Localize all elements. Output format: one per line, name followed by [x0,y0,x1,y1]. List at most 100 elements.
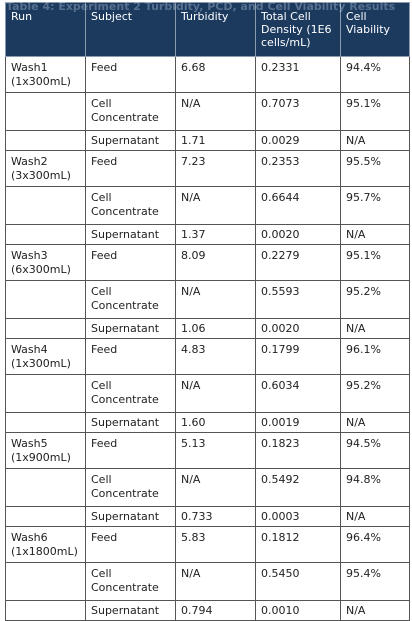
viability-cell: N/A [340,600,410,621]
turbidity-cell: 5.83 [175,526,256,563]
table-body: Wash1 (1x300mL) Feed 6.68 0.2331 94.4% Cell C… [5,56,410,621]
cell-density-cell: 0.2279 [255,244,341,281]
table-row: Supernatant 1.06 0.0020 N/A [5,318,410,339]
cell-density-cell: 0.6034 [255,374,341,413]
viability-cell: 96.4% [340,526,410,563]
run-cell [5,412,86,433]
turbidity-cell: 0.794 [175,600,256,621]
run-cell [5,186,86,225]
subject-cell: Feed [85,244,176,281]
header-row: Run Subject Turbidity Total Cell Density (1… [5,2,410,57]
run-cell: Wash3 (6x300mL) [5,244,86,281]
table-row: Wash6 (1x1800mL) Feed 5.83 0.1812 96.4% [5,526,410,563]
turbidity-cell: 8.09 [175,244,256,281]
table-row: Supernatant 1.60 0.0019 N/A [5,412,410,433]
viability-cell: 95.4% [340,562,410,601]
cell-density-cell: 0.0019 [255,412,341,433]
subject-cell: Supernatant [85,600,176,621]
subject-cell: Cell Concentrate [85,374,176,413]
table-row: Wash5 (1x900mL) Feed 5.13 0.1823 94.5% [5,432,410,469]
run-cell [5,374,86,413]
table-row: Cell Concentrate N/A 0.7073 95.1% [5,92,410,131]
run-cell [5,318,86,339]
cell-density-cell: 0.1823 [255,432,341,469]
subject-cell: Cell Concentrate [85,562,176,601]
turbidity-cell: N/A [175,186,256,225]
results-table: Run Subject Turbidity Total Cell Density (1… [5,2,410,621]
subject-cell: Feed [85,150,176,187]
turbidity-cell: 1.71 [175,130,256,151]
viability-cell: 94.5% [340,432,410,469]
cell-density-cell: 0.5450 [255,562,341,601]
turbidity-cell: N/A [175,562,256,601]
table-row: Wash3 (6x300mL) Feed 8.09 0.2279 95.1% [5,244,410,281]
subject-cell: Supernatant [85,506,176,527]
run-cell [5,224,86,245]
turbidity-cell: 1.37 [175,224,256,245]
turbidity-cell: 0.733 [175,506,256,527]
viability-cell: 95.2% [340,280,410,319]
turbidity-cell: 1.60 [175,412,256,433]
table-row: Supernatant 1.37 0.0020 N/A [5,224,410,245]
table-row: Wash1 (1x300mL) Feed 6.68 0.2331 94.4% [5,56,410,93]
viability-cell: 95.7% [340,186,410,225]
subject-cell: Cell Concentrate [85,186,176,225]
viability-cell: N/A [340,506,410,527]
viability-cell: 94.4% [340,56,410,93]
turbidity-cell: 5.13 [175,432,256,469]
viability-cell: 94.8% [340,468,410,507]
table-row: Cell Concentrate N/A 0.6644 95.7% [5,186,410,225]
run-cell: Wash4 (1x300mL) [5,338,86,375]
viability-cell: 95.1% [340,92,410,131]
run-cell [5,562,86,601]
turbidity-cell: N/A [175,468,256,507]
run-cell: Wash5 (1x900mL) [5,432,86,469]
cell-density-cell: 0.2353 [255,150,341,187]
subject-cell: Cell Concentrate [85,280,176,319]
turbidity-cell: N/A [175,374,256,413]
turbidity-cell: 7.23 [175,150,256,187]
cell-density-cell: 0.2331 [255,56,341,93]
subject-cell: Supernatant [85,318,176,339]
run-cell: Wash2 (3x300mL) [5,150,86,187]
table-row: Supernatant 0.794 0.0010 N/A [5,600,410,621]
run-cell [5,92,86,131]
turbidity-cell: 4.83 [175,338,256,375]
viability-cell: N/A [340,224,410,245]
run-cell [5,468,86,507]
run-cell [5,130,86,151]
turbidity-cell: N/A [175,280,256,319]
column-header: Run [5,2,86,57]
table-row: Cell Concentrate N/A 0.5593 95.2% [5,280,410,319]
table-row: Cell Concentrate N/A 0.6034 95.2% [5,374,410,413]
viability-cell: 95.5% [340,150,410,187]
cell-density-cell: 0.0010 [255,600,341,621]
cell-density-cell: 0.1812 [255,526,341,563]
run-cell: Wash1 (1x300mL) [5,56,86,93]
table-title: Table 4: Experiment 2 Turbidity, PCD, an… [6,0,396,13]
cell-density-cell: 0.0029 [255,130,341,151]
viability-cell: 95.2% [340,374,410,413]
turbidity-cell: 1.06 [175,318,256,339]
cell-density-cell: 0.6644 [255,186,341,225]
cell-density-cell: 0.5492 [255,468,341,507]
column-header: Total Cell Density (1E6 cells/mL) [255,2,341,57]
table-row: Wash2 (3x300mL) Feed 7.23 0.2353 95.5% [5,150,410,187]
cell-density-cell: 0.0003 [255,506,341,527]
subject-cell: Feed [85,526,176,563]
subject-cell: Feed [85,56,176,93]
run-cell: Wash6 (1x1800mL) [5,526,86,563]
viability-cell: N/A [340,130,410,151]
cell-density-cell: 0.0020 [255,224,341,245]
run-cell [5,600,86,621]
cell-density-cell: 0.5593 [255,280,341,319]
run-cell [5,280,86,319]
table-row: Supernatant 1.71 0.0029 N/A [5,130,410,151]
viability-cell: 95.1% [340,244,410,281]
table-row: Supernatant 0.733 0.0003 N/A [5,506,410,527]
viability-cell: N/A [340,318,410,339]
subject-cell: Supernatant [85,224,176,245]
subject-cell: Supernatant [85,412,176,433]
turbidity-cell: N/A [175,92,256,131]
